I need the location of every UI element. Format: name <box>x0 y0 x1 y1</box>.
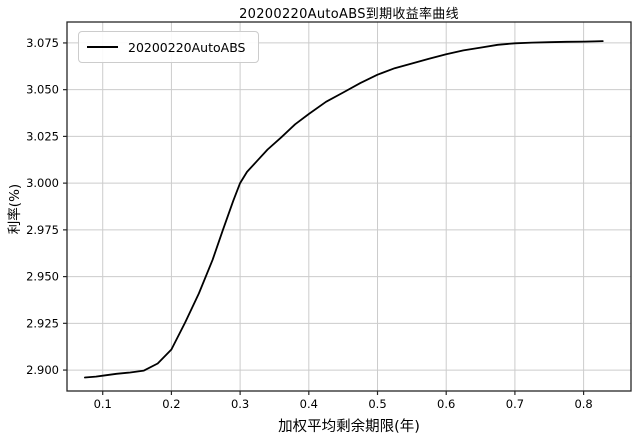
legend-line-sample-icon <box>87 46 118 48</box>
x-tick-label: 0.5 <box>368 397 386 411</box>
x-tick-label: 0.7 <box>506 397 524 411</box>
x-tick-label: 0.2 <box>162 397 180 411</box>
y-tick-label: 2.900 <box>26 363 59 377</box>
y-axis-label: 利率(%) <box>7 183 23 235</box>
y-tick-label: 3.075 <box>26 36 59 50</box>
y-tick-label: 3.050 <box>26 83 59 97</box>
x-tick-label: 0.1 <box>94 397 112 411</box>
legend-label: 20200220AutoABS <box>128 39 246 55</box>
legend: 20200220AutoABS <box>78 31 259 63</box>
y-tick-label: 3.025 <box>26 129 59 143</box>
y-tick-label: 2.975 <box>26 223 59 237</box>
x-tick-label: 0.4 <box>300 397 318 411</box>
x-tick-label: 0.3 <box>231 397 249 411</box>
x-tick-label: 0.8 <box>574 397 592 411</box>
chart-title: 20200220AutoABS到期收益率曲线 <box>239 7 459 22</box>
x-tick-label: 0.6 <box>437 397 455 411</box>
x-axis-label: 加权平均剩余期限(年) <box>278 419 420 435</box>
axes-border <box>66 21 632 392</box>
y-tick-label: 3.000 <box>26 176 59 190</box>
series-line <box>84 40 604 379</box>
y-tick-label: 2.925 <box>26 316 59 330</box>
y-tick-label: 2.950 <box>26 270 59 284</box>
